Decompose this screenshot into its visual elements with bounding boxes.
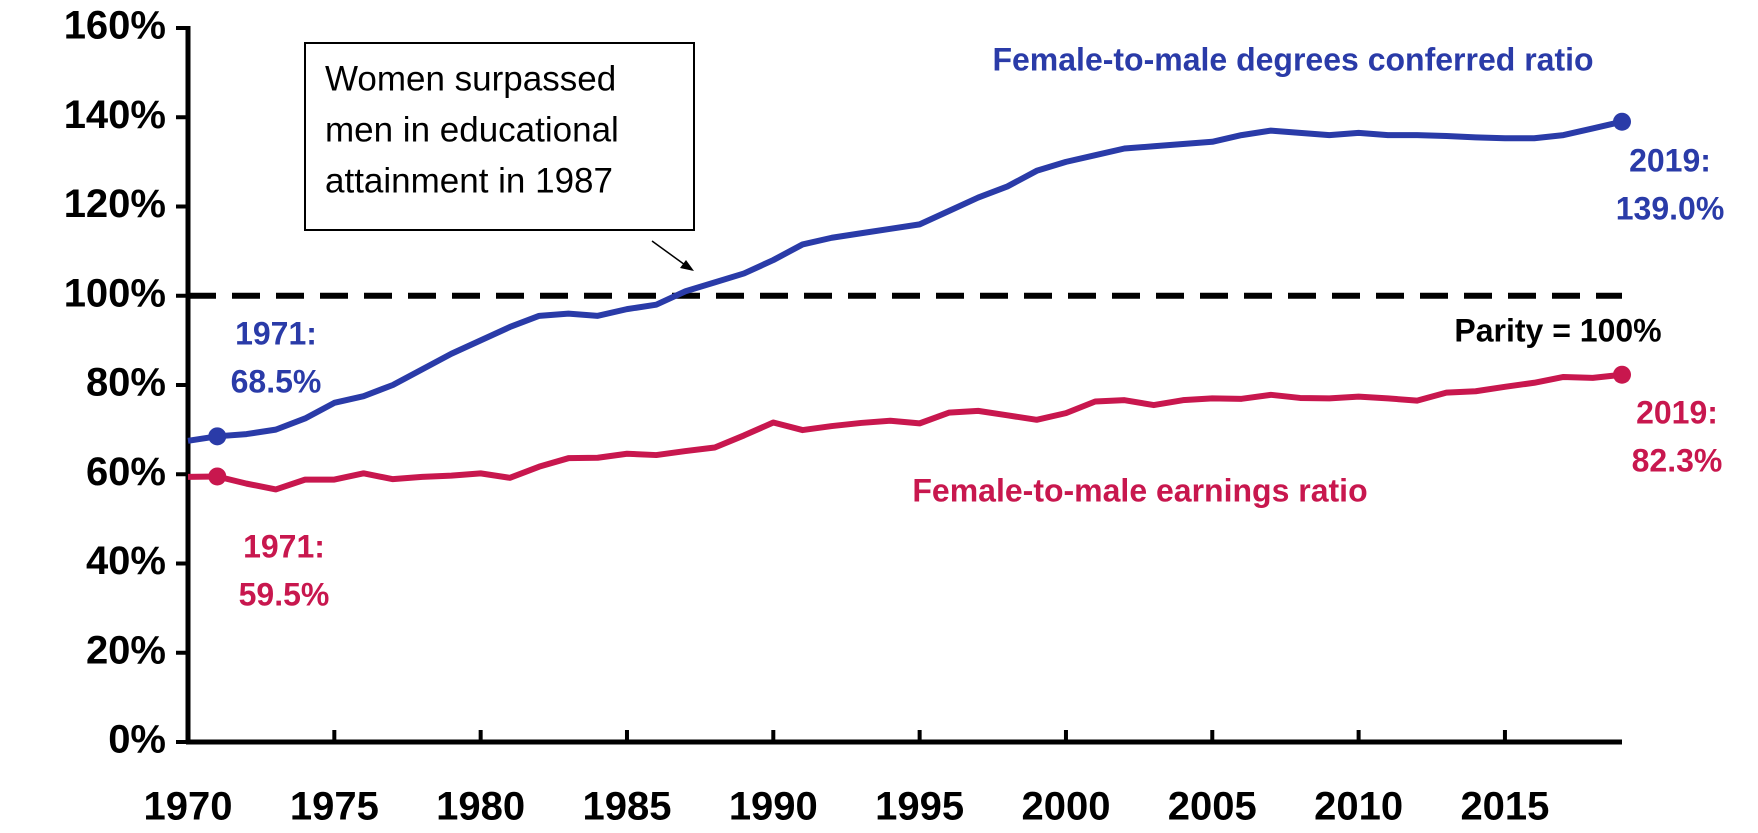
- point-label: 68.5%: [231, 363, 322, 399]
- x-tick-label: 1970: [144, 785, 233, 829]
- point-label: 82.3%: [1632, 442, 1723, 478]
- y-tick-label: 100%: [64, 271, 166, 315]
- parity-label: Parity = 100%: [1454, 312, 1661, 348]
- series-line: [187, 118, 1623, 444]
- series-name: Female-to-male earnings ratio: [912, 472, 1367, 508]
- point-label: 139.0%: [1616, 190, 1725, 226]
- y-tick-label: 40%: [86, 539, 166, 583]
- point-marker: [208, 427, 227, 446]
- point-label: 59.5%: [239, 576, 330, 612]
- x-tick-label: 1990: [729, 785, 818, 829]
- y-tick-label: 160%: [64, 4, 166, 48]
- x-tick-label: 1980: [436, 785, 525, 829]
- annotation-arrowhead: [680, 260, 694, 271]
- annotation-text: men in educational: [325, 110, 619, 149]
- x-tick-label: 2015: [1460, 785, 1549, 829]
- x-tick-label: 2010: [1314, 785, 1403, 829]
- annotation-box: [304, 42, 695, 231]
- y-tick-label: 20%: [86, 628, 166, 672]
- point-marker: [1613, 365, 1631, 384]
- point-marker: [208, 467, 227, 486]
- point-label: 1971:: [243, 528, 325, 564]
- y-tick-label: 0%: [108, 718, 166, 762]
- y-tick-label: 60%: [86, 450, 166, 494]
- x-tick-label: 2005: [1168, 785, 1257, 829]
- x-tick-label: 1985: [582, 785, 671, 829]
- y-tick-label: 80%: [86, 361, 166, 405]
- point-label: 1971:: [235, 315, 317, 351]
- annotation-text: attainment in 1987: [325, 161, 613, 200]
- x-tick-label: 1975: [290, 785, 379, 829]
- y-tick-label: 140%: [64, 93, 166, 137]
- series-name: Female-to-male degrees conferred ratio: [992, 41, 1593, 77]
- x-tick-label: 1995: [875, 785, 964, 829]
- series-line: [187, 371, 1623, 493]
- y-tick-label: 120%: [64, 182, 166, 226]
- annotation-text: Women surpassed: [325, 59, 616, 98]
- x-tick-label: 2000: [1021, 785, 1110, 829]
- point-label: 2019:: [1636, 394, 1718, 430]
- point-marker: [1613, 112, 1631, 131]
- point-label: 2019:: [1629, 142, 1711, 178]
